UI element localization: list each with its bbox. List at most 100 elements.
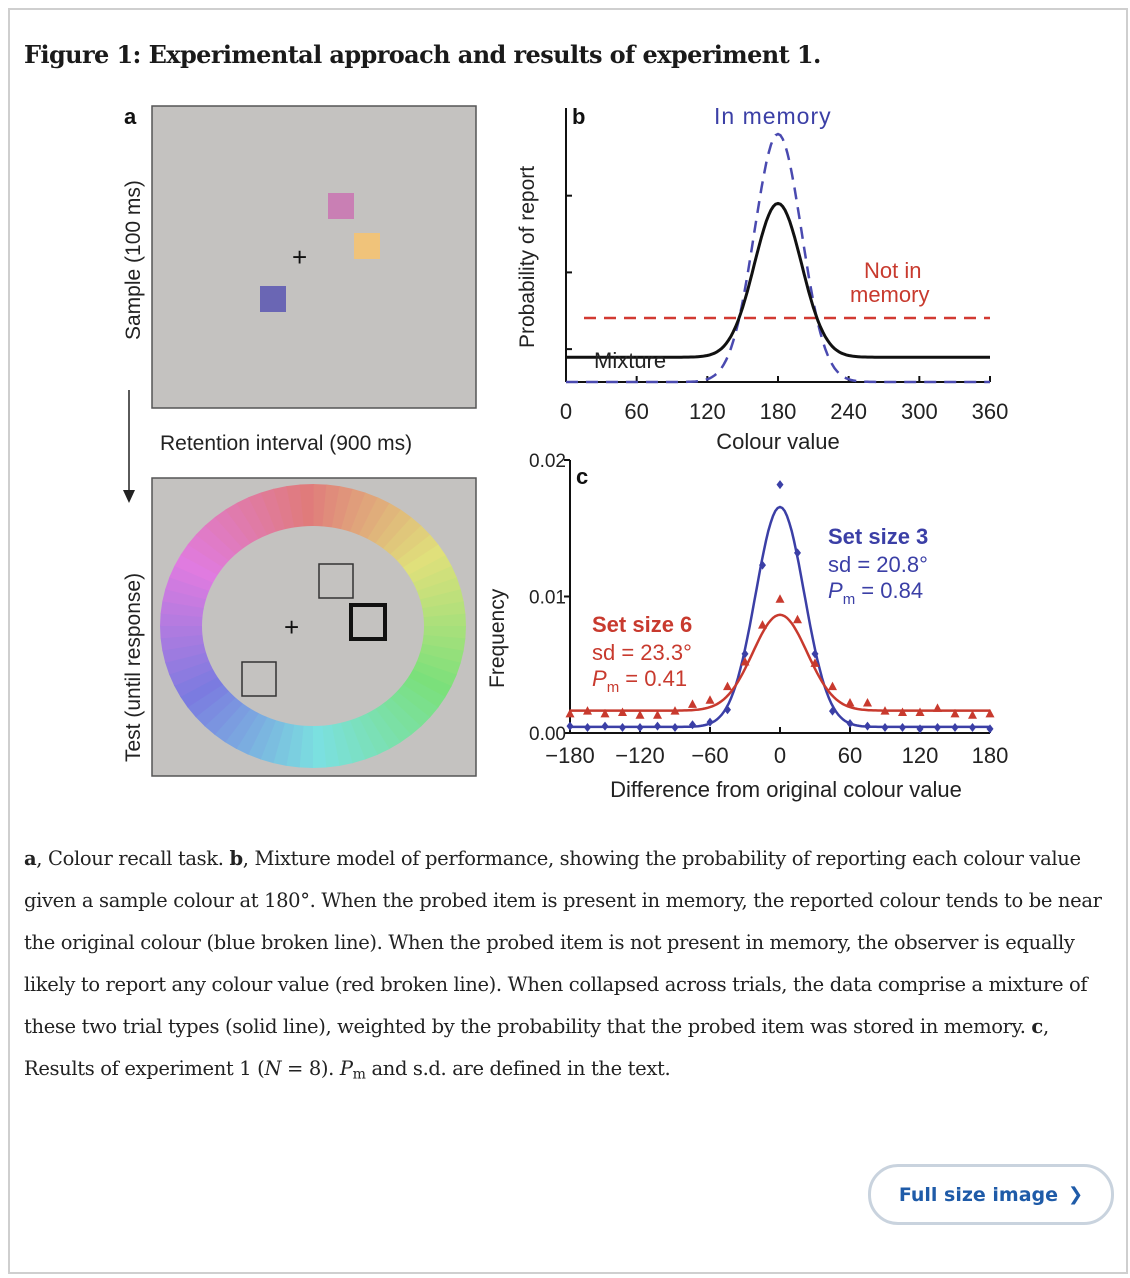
retention-label: Retention interval (900 ms) (160, 432, 412, 455)
panel-c-x-tick-label: −180 (545, 743, 595, 768)
data-point-set-size-6 (600, 708, 610, 718)
orange-square (354, 233, 380, 259)
panel-a: a + Sample (100 ms) Retention interval (… (122, 104, 477, 777)
panel-c-xlabel: Difference from original colour value (610, 777, 962, 802)
panel-c-x-tick-label: −60 (691, 743, 728, 768)
data-point-set-size-6 (688, 699, 697, 708)
data-point-set-size-3 (654, 721, 661, 731)
not-in-memory-label-1: Not in (864, 258, 921, 283)
data-point-set-size-6 (618, 707, 627, 717)
data-point-set-size-3 (881, 723, 889, 733)
data-point-set-size-3 (706, 717, 714, 727)
set3-pm: Pm = 0.84 (828, 578, 923, 608)
data-point-set-size-6 (845, 697, 855, 707)
data-point-set-size-6 (950, 708, 960, 718)
set6-pm: Pm = 0.41 (592, 666, 687, 696)
data-point-set-size-6 (670, 706, 680, 715)
panel-b-x-tick-label: 60 (624, 399, 648, 424)
sample-label: Sample (100 ms) (122, 180, 145, 340)
panel-b-xlabel: Colour value (716, 429, 840, 454)
panel-b: b Probability of report 0 60 120 180 240 300 3… (516, 103, 1008, 454)
data-point-set-size-6 (898, 707, 907, 717)
test-label: Test (until response) (122, 573, 145, 762)
panel-c: c Frequency 0.00 0.01 0.02 −180 −120 −60 0 60 12… (486, 451, 1008, 802)
data-point-set-size-3 (899, 723, 906, 733)
panel-c-x-tick-label: 0 (774, 743, 786, 768)
data-point-set-size-3 (951, 723, 959, 733)
probe-square-2 (241, 661, 277, 697)
data-point-set-size-6 (968, 710, 977, 719)
data-point-set-size-3 (794, 548, 801, 558)
panel-b-series-in-memory (566, 132, 990, 384)
probe-square-1 (318, 563, 354, 599)
data-point-set-size-6 (653, 710, 662, 719)
full-size-image-label: Full size image (898, 1183, 1059, 1206)
data-point-set-size-3 (566, 721, 574, 731)
figure-caption: a, Colour recall task. b, Mixture model … (24, 847, 1102, 1083)
data-point-set-size-3 (969, 723, 976, 733)
data-point-set-size-3 (986, 724, 994, 734)
panel-c-y-tick-label: 0.01 (529, 588, 566, 609)
data-point-set-size-3 (776, 480, 784, 490)
set3-sd: sd = 20.8° (828, 552, 928, 577)
blue-square (260, 286, 286, 312)
data-point-set-size-6 (810, 658, 820, 667)
data-point-set-size-3 (741, 649, 749, 659)
pink-square (328, 193, 354, 219)
panel-c-x-tick-label: 120 (902, 743, 939, 768)
mixture-label: Mixture (594, 348, 666, 373)
data-point-set-size-3 (829, 706, 836, 716)
data-point-set-size-3 (636, 723, 644, 733)
data-point-set-size-6 (775, 594, 785, 603)
chevron-right-icon: ❯ (1068, 1184, 1084, 1205)
panel-b-ylabel: Probability of report (516, 166, 539, 348)
panel-c-x-tick-label: 60 (838, 743, 862, 768)
set6-title: Set size 6 (592, 612, 692, 637)
data-point-set-size-3 (916, 724, 924, 734)
panel-c-label: c (576, 464, 588, 489)
data-point-set-size-6 (828, 681, 837, 691)
data-point-set-size-6 (565, 708, 575, 718)
panel-c-x-tick-label: −120 (615, 743, 665, 768)
data-point-set-size-6 (915, 707, 925, 717)
data-point-set-size-6 (723, 681, 732, 691)
panel-b-label: b (572, 104, 585, 129)
in-memory-label: In memory (714, 103, 832, 129)
panel-b-x-tick-label: 360 (972, 399, 1009, 424)
panel-b-x-tick-label: 300 (901, 399, 938, 424)
not-in-memory-label-2: memory (850, 282, 929, 307)
data-point-set-size-6 (985, 708, 995, 718)
data-point-set-size-3 (619, 723, 626, 733)
panel-c-y-tick-label: 0.02 (529, 451, 566, 472)
data-point-set-size-6 (758, 620, 767, 629)
panel-b-series-mixture (566, 201, 990, 359)
panel-a-label: a (124, 104, 137, 129)
panel-b-x-tick-label: 180 (760, 399, 797, 424)
data-point-set-size-6 (880, 706, 890, 715)
panel-b-x-tick-label: 0 (560, 399, 572, 424)
data-point-set-size-3 (864, 721, 871, 731)
set6-sd: sd = 23.3° (592, 640, 692, 665)
data-point-set-size-6 (635, 710, 645, 719)
sample-screen (151, 105, 477, 409)
panel-c-x-tick-label: 180 (972, 743, 1009, 768)
data-point-set-size-3 (846, 718, 854, 728)
full-size-image-button[interactable]: Full size image ❯ (868, 1164, 1114, 1225)
data-point-set-size-6 (705, 695, 715, 704)
data-point-set-size-3 (671, 723, 679, 733)
data-point-set-size-3 (689, 720, 696, 730)
set3-title: Set size 3 (828, 524, 928, 549)
panel-b-x-tick-label: 120 (689, 399, 726, 424)
data-point-set-size-3 (934, 723, 941, 733)
data-point-set-size-6 (933, 703, 942, 712)
test-fixation: + (284, 612, 299, 642)
figure-graphic: a + Sample (100 ms) Retention interval (… (122, 103, 1008, 802)
data-point-set-size-3 (759, 560, 766, 570)
data-point-set-size-6 (740, 657, 750, 666)
data-point-set-size-3 (601, 721, 609, 731)
panel-c-y-tick-label: 0.00 (529, 724, 566, 745)
data-point-set-size-6 (793, 614, 802, 624)
panel-b-x-tick-label: 240 (830, 399, 867, 424)
sample-fixation: + (292, 242, 307, 272)
data-point-set-size-3 (584, 723, 591, 733)
